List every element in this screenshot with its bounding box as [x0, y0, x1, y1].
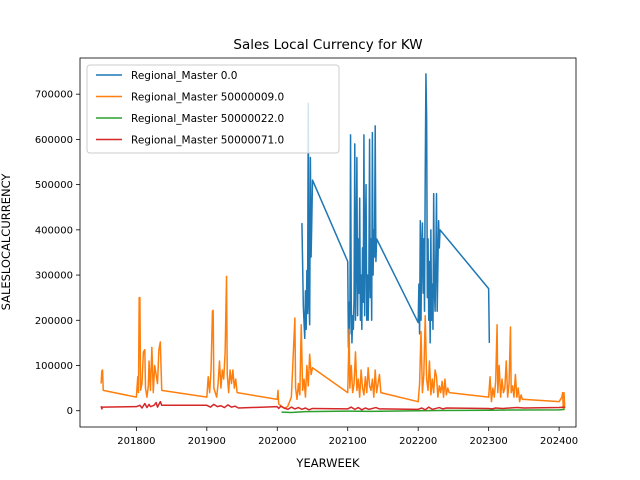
- x-axis-label: YEARWEEK: [295, 456, 360, 470]
- y-tick-label-7: 700000: [35, 90, 73, 101]
- y-tick-label-6: 600000: [35, 135, 73, 146]
- x-tick-label-4: 202200: [399, 436, 437, 447]
- y-tick-label-2: 200000: [35, 316, 73, 327]
- y-axis-label: SALESLOCALCURRENCY: [0, 173, 13, 311]
- legend-label-1: Regional_Master 50000009.0: [131, 92, 284, 104]
- x-tick-label-1: 201900: [188, 436, 226, 447]
- y-tick-label-3: 300000: [35, 271, 73, 282]
- x-tick-label-3: 202100: [329, 436, 367, 447]
- y-axis-ticks: 0 100000 200000 300000 400000 500000 600000 700…: [35, 90, 80, 417]
- y-tick-label-5: 500000: [35, 180, 73, 191]
- legend-box: [86, 64, 340, 154]
- legend-label-2: Regional_Master 50000022.0: [131, 113, 284, 125]
- plot-frame: [79, 57, 577, 428]
- chart-title: Sales Local Currency for KW: [233, 37, 422, 53]
- x-tick-label-2: 202000: [258, 436, 296, 447]
- x-tick-label-6: 202400: [540, 436, 578, 447]
- y-tick-label-0: 0: [67, 406, 73, 417]
- legend-label-0: Regional_Master 0.0: [131, 70, 237, 82]
- series-line-3: [100, 400, 565, 411]
- series-line-1: [100, 275, 566, 410]
- y-tick-label-1: 100000: [35, 361, 73, 372]
- legend-label-3: Regional_Master 50000071.0: [131, 135, 284, 147]
- x-tick-label-0: 201800: [117, 436, 155, 447]
- x-axis-ticks: 201800 201900 202000 202100 202200 202300 2024…: [117, 427, 578, 447]
- plot-area: [100, 73, 566, 414]
- y-tick-label-4: 400000: [35, 225, 73, 236]
- x-tick-label-5: 202300: [470, 436, 508, 447]
- series-line-2: [281, 408, 565, 414]
- chart-legend: Regional_Master 0.0 Regional_Master 50000…: [86, 64, 340, 154]
